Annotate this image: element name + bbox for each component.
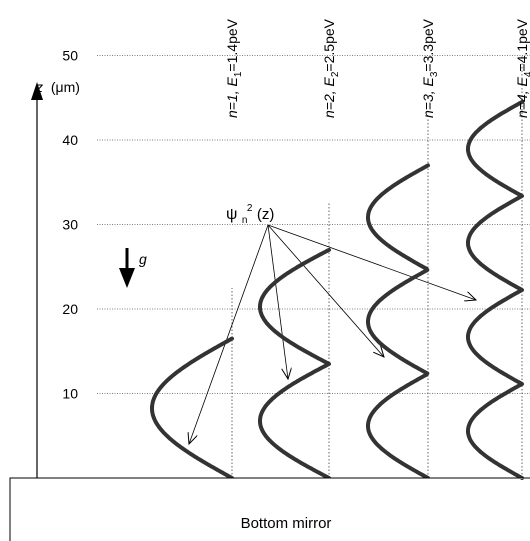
horizontal-gridlines [97, 55, 530, 394]
level-energy-subscript: 1 [233, 71, 244, 77]
pointer-arrow-n4 [267, 224, 476, 300]
level-energy-value: =4.1peV [514, 18, 530, 71]
level-energy-value: =3.3peV [420, 18, 436, 71]
wavefunction-argument: (z) [257, 206, 275, 223]
pointer-arrow-n3 [267, 224, 384, 357]
tick-label-50: 50 [62, 48, 78, 64]
bottom-mirror [9, 477, 530, 541]
gravity-arrow [119, 248, 135, 288]
level-label-n4: n=4, E4=4.1peV [514, 18, 530, 118]
level-quantum-number: n=4, [514, 86, 530, 118]
wavefunction-curve-n2 [258, 247, 331, 480]
level-energy-symbol: E [514, 76, 530, 86]
level-label-n2: n=2, E2=2.5peV [321, 18, 341, 118]
level-quantum-number: n=1, [224, 86, 240, 118]
level-quantum-number: n=2, [321, 86, 337, 118]
level-energy-subscript: 4 [523, 71, 530, 77]
wavefunction-label: ψ n 2 (z) [226, 198, 274, 227]
gravity-label: g [139, 251, 147, 267]
level-energy-symbol: E [420, 76, 436, 86]
gravity-arrowhead [119, 268, 135, 288]
level-energy-value: =2.5peV [321, 18, 337, 71]
wavefunction-curve-n4 [466, 100, 524, 480]
level-label-n3: n=3, E3=3.3peV [420, 18, 440, 118]
wavefunction-psi: ψ [226, 206, 237, 223]
level-energy-symbol: E [224, 76, 240, 86]
level-energy-subscript: 2 [330, 71, 341, 77]
axis-unit: (μm) [51, 79, 80, 95]
pointer-arrow-n1 [189, 224, 269, 444]
wavefunction-pointers [189, 224, 476, 444]
wavefunction-subscript: n [242, 215, 248, 226]
axis-title: z (μm) [35, 79, 80, 95]
level-quantum-number: n=3, [420, 86, 436, 118]
z-axis-arrowhead [31, 82, 43, 100]
level-energy-subscript: 3 [429, 71, 440, 77]
axis-variable: z [35, 79, 43, 95]
mirror-label: Bottom mirror [241, 515, 332, 532]
tick-label-30: 30 [62, 217, 78, 233]
wavefunction-curves [150, 100, 524, 480]
level-label-n1: n=1, E1=1.4peV [224, 18, 244, 118]
level-energy-value: =1.4peV [224, 18, 240, 71]
level-energy-symbol: E [321, 76, 337, 86]
z-axis [31, 82, 43, 478]
z-axis-tick-labels: 10 20 30 40 50 [62, 48, 78, 402]
wavefunction-curve-n1 [150, 336, 234, 480]
wavefunction-superscript: 2 [247, 203, 253, 214]
wavefunction-curve-n3 [366, 163, 430, 480]
pointer-arrow-n2 [267, 224, 288, 379]
tick-label-20: 20 [62, 301, 78, 317]
tick-label-10: 10 [62, 386, 78, 402]
tick-label-40: 40 [62, 132, 78, 148]
